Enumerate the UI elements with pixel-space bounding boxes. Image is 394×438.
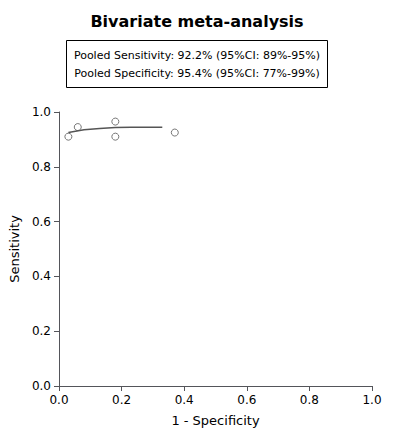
svg-text:0.2: 0.2 <box>112 393 131 407</box>
svg-text:0.6: 0.6 <box>237 393 256 407</box>
svg-text:0.4: 0.4 <box>175 393 194 407</box>
svg-text:0.6: 0.6 <box>32 215 51 229</box>
svg-text:Bivariate meta-analysis: Bivariate meta-analysis <box>90 12 303 31</box>
svg-text:Sensitivity: Sensitivity <box>7 215 22 283</box>
svg-text:Pooled Sensitivity: 92.2% (95%: Pooled Sensitivity: 92.2% (95%CI: 89%-95… <box>74 49 320 62</box>
svg-text:1 - Specificity: 1 - Specificity <box>171 413 260 428</box>
svg-text:0.2: 0.2 <box>32 324 51 338</box>
svg-text:Pooled Specificity: 95.4% (95%: Pooled Specificity: 95.4% (95%CI: 77%-99… <box>74 67 320 80</box>
svg-text:0.8: 0.8 <box>32 160 51 174</box>
svg-text:0.0: 0.0 <box>49 393 68 407</box>
svg-text:0.4: 0.4 <box>32 269 51 283</box>
svg-text:0.0: 0.0 <box>32 379 51 393</box>
svg-text:0.8: 0.8 <box>300 393 319 407</box>
svg-text:1.0: 1.0 <box>362 393 381 407</box>
svg-text:1.0: 1.0 <box>32 105 51 119</box>
